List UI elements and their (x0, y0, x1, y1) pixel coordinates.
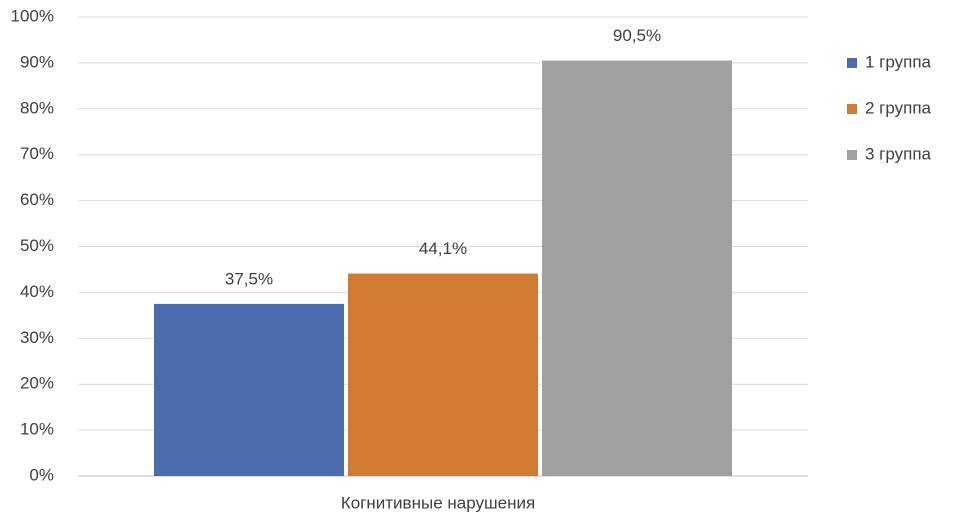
legend-label: 2 группа (865, 98, 932, 117)
y-tick-label: 10% (20, 420, 54, 439)
y-tick-label: 50% (20, 236, 54, 255)
legend-label: 1 группа (865, 52, 932, 71)
y-tick-label: 80% (20, 98, 54, 117)
y-tick-label: 70% (20, 144, 54, 163)
legend-swatch (847, 58, 857, 68)
y-tick-label: 100% (11, 6, 54, 25)
bar (348, 273, 538, 476)
legend-swatch (847, 150, 857, 160)
value-label: 90,5% (613, 26, 661, 45)
y-tick-label: 90% (20, 52, 54, 71)
y-tick-label: 0% (29, 465, 54, 484)
y-tick-label: 20% (20, 374, 54, 393)
bar (154, 303, 344, 476)
legend-label: 3 группа (865, 144, 932, 163)
y-tick-label: 30% (20, 328, 54, 347)
value-label: 37,5% (225, 269, 273, 288)
bar (542, 60, 732, 476)
y-tick-label: 60% (20, 190, 54, 209)
x-tick-label: Когнитивные нарушения (341, 493, 535, 512)
legend-swatch (847, 104, 857, 114)
value-label: 44,1% (419, 239, 467, 258)
y-tick-label: 40% (20, 282, 54, 301)
